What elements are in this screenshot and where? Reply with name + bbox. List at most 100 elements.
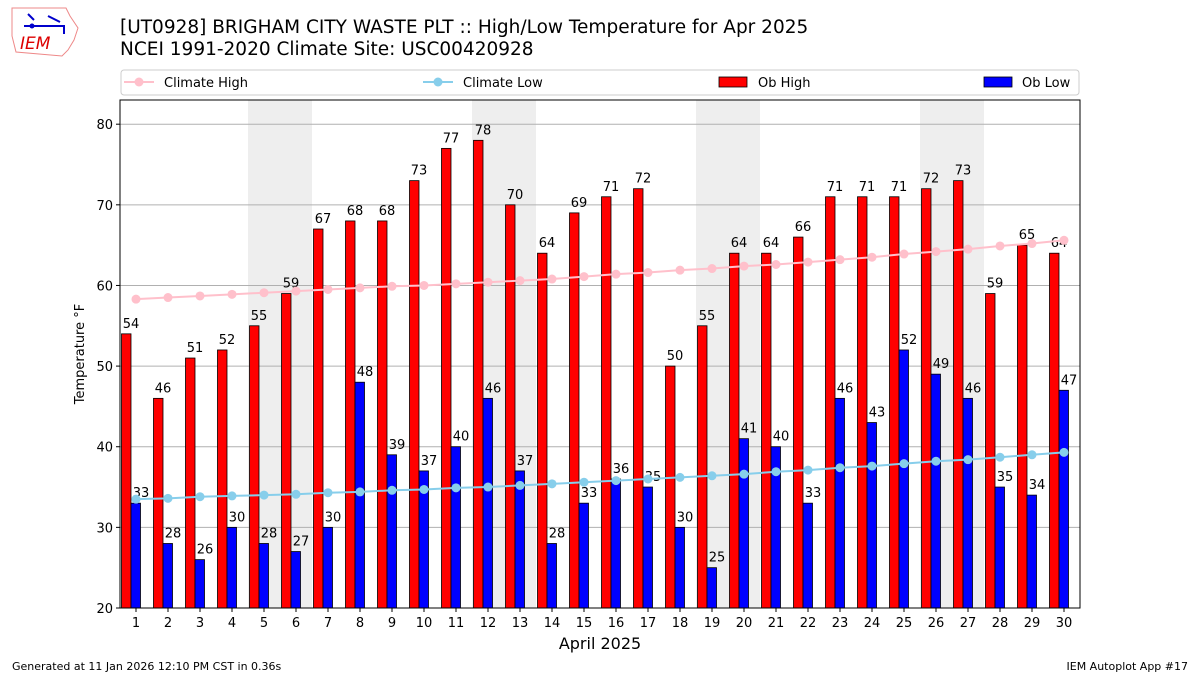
ob-low-label: 26 [197,543,214,558]
legend-climate-low-marker [433,77,443,87]
ob-low-bar [994,486,1005,609]
climate-high-point [899,249,909,259]
x-tick-label: 7 [324,616,332,631]
ob-low-label: 49 [933,357,950,372]
ob-high-bar [217,349,228,609]
climate-low-point [547,479,557,489]
ob-high-label: 73 [411,164,428,179]
ob-low-label: 30 [677,510,694,525]
ob-high-label: 50 [667,349,684,364]
ob-high-bar [377,220,388,609]
ob-low-label: 27 [293,535,310,550]
ob-high-label: 73 [955,164,972,179]
ob-high-bar [569,212,580,609]
ob-high-bar [1017,244,1028,609]
climate-high-point [483,277,493,287]
x-tick-label: 19 [704,616,721,631]
ob-low-bar [866,422,877,609]
footer-generated: Generated at 11 Jan 2026 12:10 PM CST in… [12,660,282,673]
footer-app: IEM Autoplot App #17 [1066,660,1189,673]
ob-low-bar [610,478,621,609]
ob-high-label: 67 [315,212,332,227]
ob-low-label: 41 [741,422,758,437]
plot-frame [119,99,1081,609]
ob-high-bar [697,325,708,609]
ob-high-label: 66 [795,220,812,235]
ob-low-label: 33 [581,486,598,501]
ob-high-label: 55 [699,309,716,324]
ob-low-label: 37 [517,454,534,469]
climate-high-point [931,247,941,257]
climate-low-point [419,484,429,494]
y-tick-label: 30 [96,521,113,536]
climate-high-point [355,283,365,293]
climate-low-point [643,474,653,484]
ob-high-label: 78 [475,123,492,138]
ob-high-bar [281,293,292,609]
ob-low-bar [802,502,813,609]
climate-low-point [195,492,205,502]
legend-ob-low-swatch [983,76,1013,88]
ob-low-bar [930,373,941,609]
ob-high-label: 64 [763,236,780,251]
legend-ob-high-swatch [718,76,748,88]
ob-high-label: 68 [379,204,396,219]
ob-low-label: 25 [709,551,726,566]
ob-low-label: 36 [613,462,630,477]
climate-low-point [387,485,397,495]
ob-high-label: 77 [443,131,460,146]
climate-low-point [963,455,973,465]
ob-high-label: 68 [347,204,364,219]
x-tick-label: 14 [544,616,561,631]
climate-high-point [1059,235,1069,245]
ob-high-bar [761,252,772,609]
ob-high-label: 54 [123,317,140,332]
legend [120,69,1080,96]
climate-low-point [483,482,493,492]
x-tick-label: 8 [356,616,364,631]
climate-low-line [135,451,1065,501]
ob-high-bar [729,252,740,609]
climate-low-point [163,493,173,503]
ob-high-label: 46 [155,381,172,396]
legend-ob-low: Ob Low [1022,76,1071,91]
ob-low-label: 46 [965,381,982,396]
ob-low-label: 30 [325,510,342,525]
ob-high-bar [793,236,804,609]
ob-low-label: 39 [389,438,406,453]
ob-low-label: 46 [485,381,502,396]
ob-high-bar [985,293,996,609]
iem-logo: IEM [11,7,79,57]
ob-low-label: 28 [261,526,278,541]
ob-high-bar [185,357,196,609]
climate-low-point [323,488,333,498]
ob-high-label: 64 [539,236,556,251]
y-tick-label: 80 [96,118,113,133]
climate-high-point [387,281,397,291]
climate-high-point [739,261,749,271]
ob-low-label: 37 [421,454,438,469]
ob-high-bar [505,204,516,609]
climate-low-point [355,487,365,497]
ob-high-bar [409,180,420,609]
x-tick-label: 4 [228,616,236,631]
ob-low-bar [962,397,973,609]
ob-low-bar [290,551,301,609]
climate-low-point [931,456,941,466]
ob-high-bar [665,365,676,609]
ob-low-bar [386,454,397,609]
climate-low-point [899,459,909,469]
x-tick-label: 2 [164,616,172,631]
climate-low-point [579,477,589,487]
climate-high-point [163,293,173,303]
ob-high-bar [537,252,548,609]
ob-high-label: 72 [635,172,652,187]
climate-low-point [675,472,685,482]
climate-high-point [675,265,685,275]
ob-high-bar [313,228,324,609]
ob-high-bar [1049,252,1060,609]
x-tick-label: 18 [672,616,689,631]
ob-low-bar [482,397,493,609]
climate-high-point [835,255,845,265]
ob-low-bar [834,397,845,609]
